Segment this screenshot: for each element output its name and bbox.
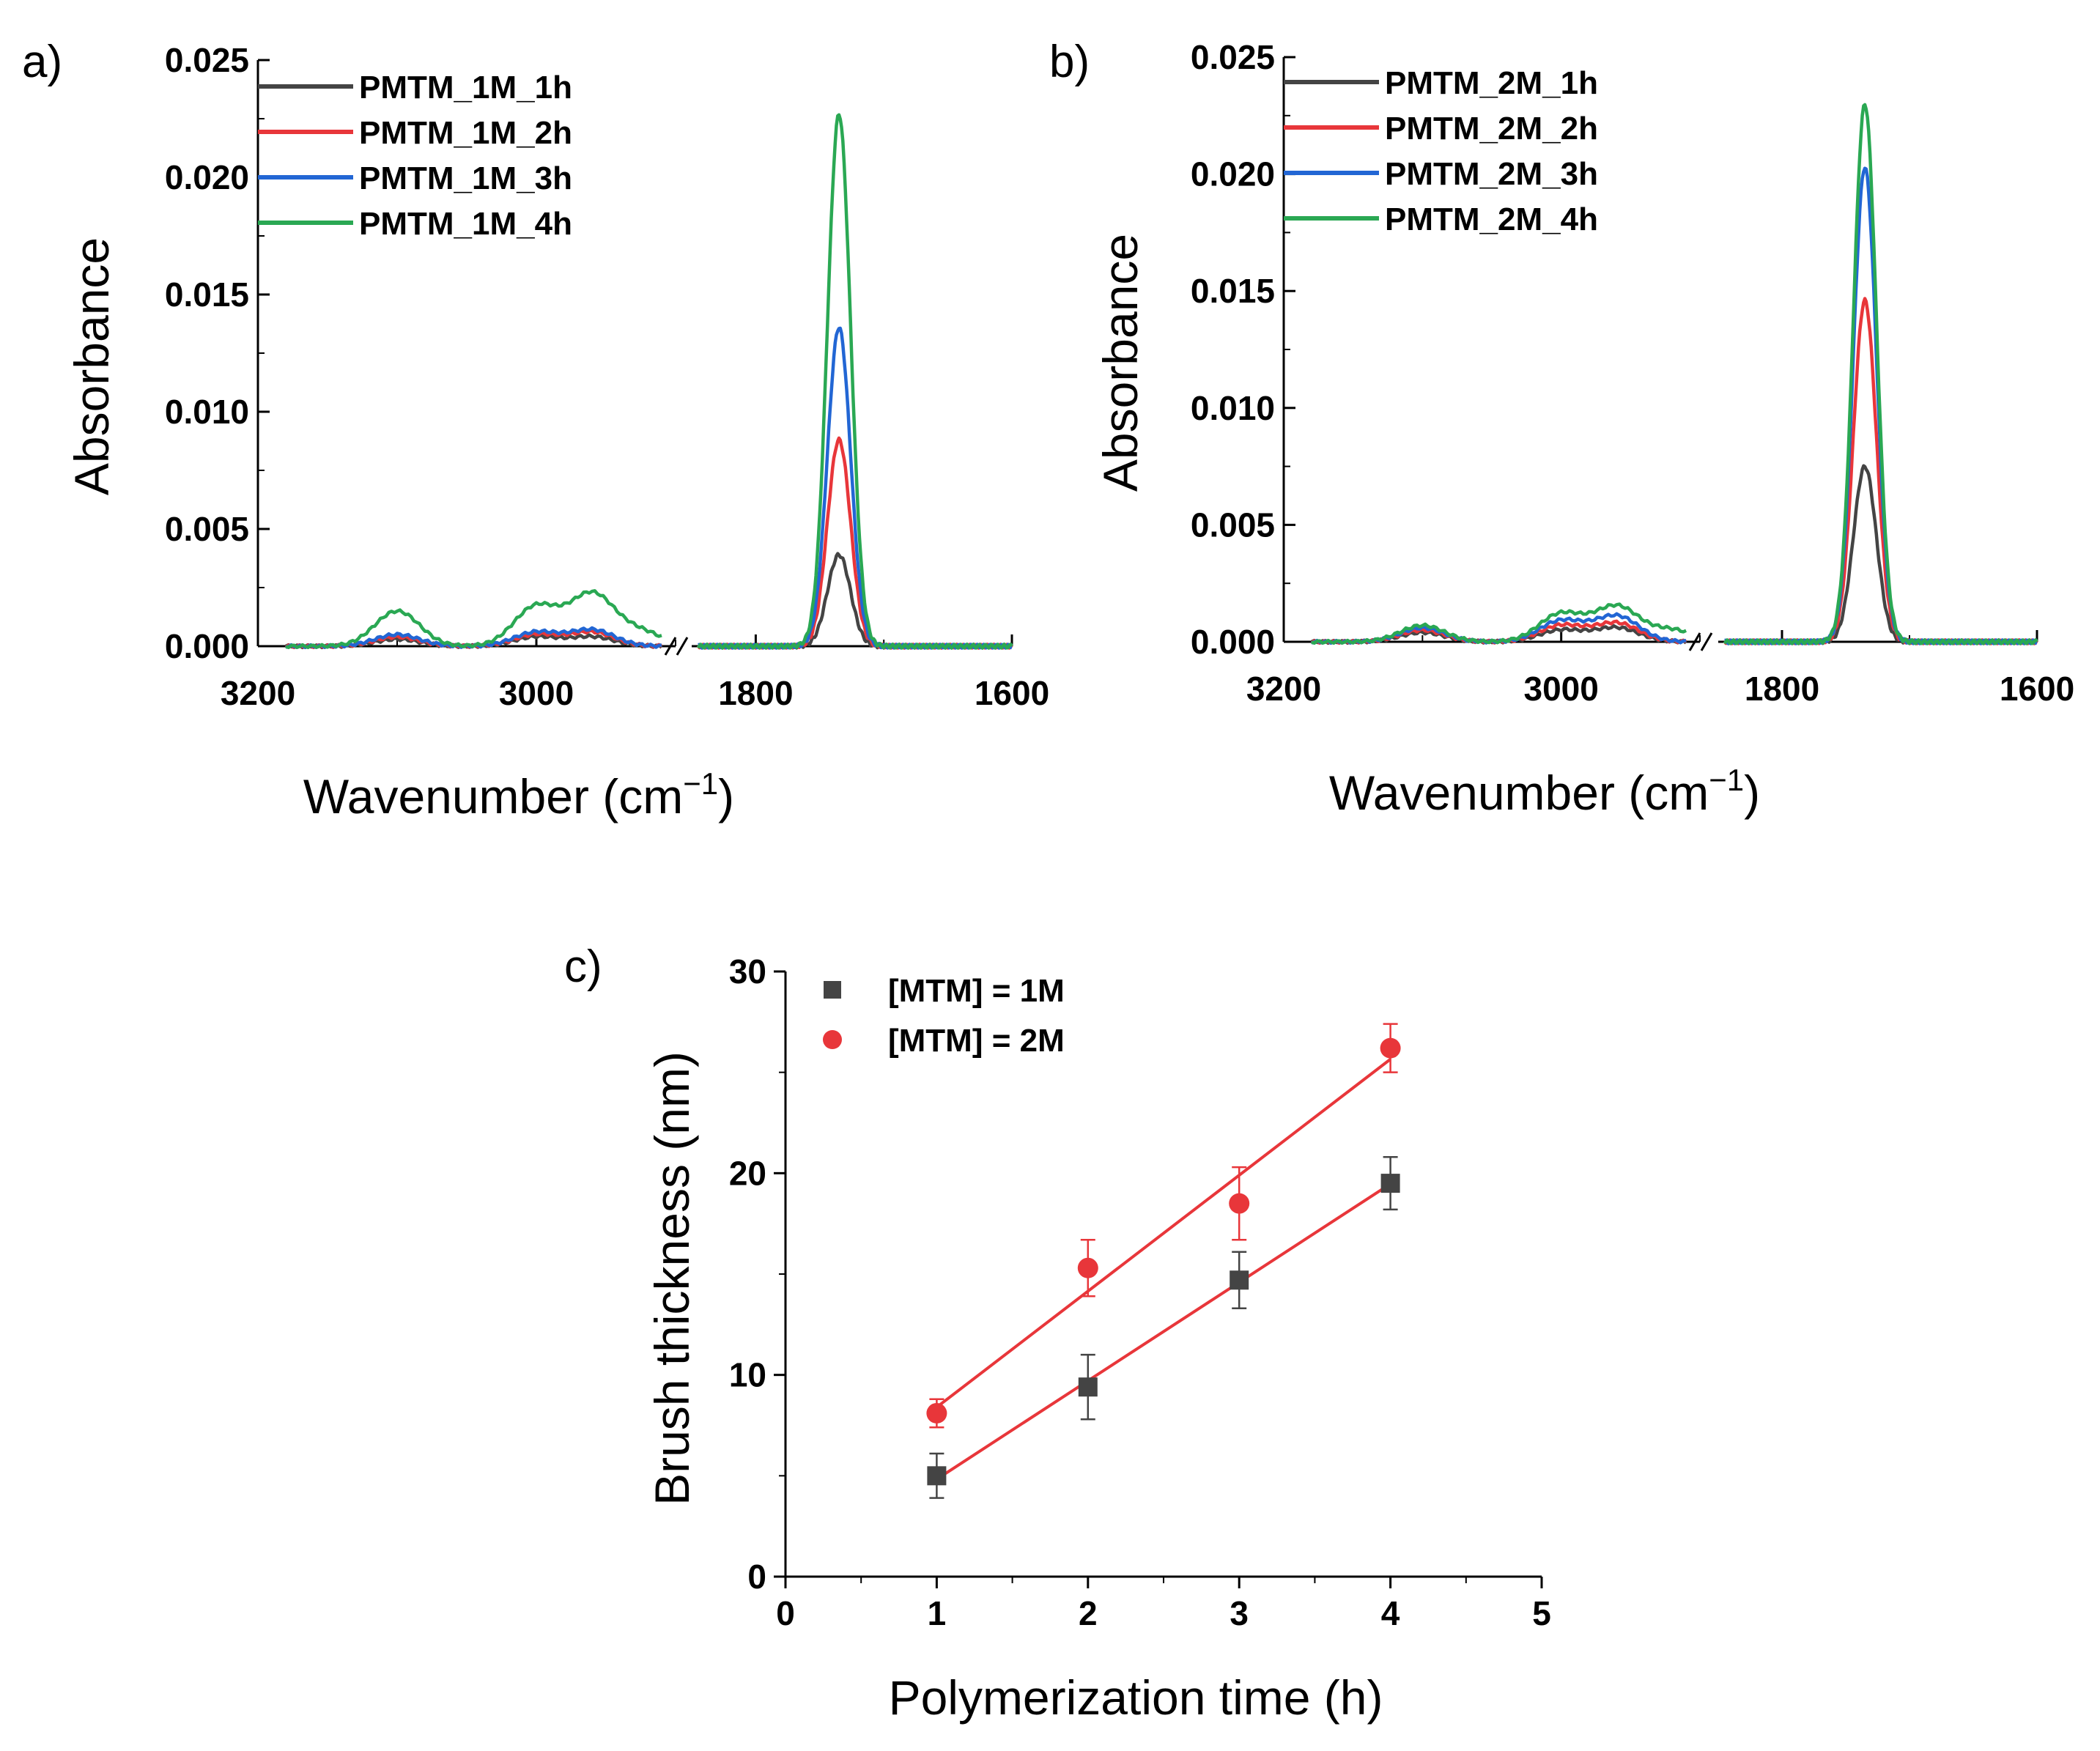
legend-entry: PMTM_2M_4h — [1385, 201, 1598, 237]
spectrum-line-pmtm-1m-3h — [698, 326, 1013, 650]
axis-break-mark — [676, 637, 689, 656]
y-tick-label: 0 — [747, 1558, 766, 1596]
y-tick-label: 20 — [729, 1154, 766, 1192]
spectrum-line-pmtm-1m-4h — [285, 589, 662, 650]
y-tick-label: 0.020 — [165, 158, 249, 196]
y-tick-label: 30 — [729, 952, 766, 991]
x-axis-title-a: Wavenumber (cm−1) — [303, 766, 734, 823]
fit-line — [936, 1058, 1391, 1409]
legend-entry: PMTM_1M_1h — [359, 70, 572, 105]
y-tick-label: 0.005 — [1191, 506, 1275, 544]
x-tick-label: 3000 — [1523, 670, 1598, 708]
panel-label-b: b) — [1049, 37, 1090, 87]
data-point-circle — [1380, 1037, 1401, 1059]
x-tick-label: 1600 — [2000, 670, 2074, 708]
x-axis-title-b: Wavenumber (cm−1) — [1329, 763, 1760, 820]
legend-entry: PMTM_2M_3h — [1385, 156, 1598, 192]
data-point-circle — [1077, 1257, 1098, 1278]
y-tick-label: 0.015 — [165, 275, 249, 314]
legend-entry: PMTM_1M_3h — [359, 160, 572, 196]
y-axis-title-a: Absorbance — [64, 237, 119, 495]
panel-label-c: c) — [564, 941, 602, 992]
x-tick-label: 3 — [1230, 1594, 1249, 1632]
x-tick-label: 1 — [928, 1594, 947, 1632]
y-tick-label: 0.005 — [165, 510, 249, 548]
x-tick-label: 0 — [776, 1594, 795, 1632]
axis-break-mark — [664, 637, 677, 656]
y-tick-label: 0.025 — [165, 41, 249, 79]
x-axis-title-a-sup: −1 — [683, 766, 718, 801]
axis-break-mark — [1700, 632, 1713, 651]
legend-entry: [MTM] = 2M — [888, 1023, 1065, 1059]
x-tick-label: 1800 — [1745, 670, 1819, 708]
x-tick-label: 5 — [1532, 1594, 1551, 1632]
y-tick-label: 0.025 — [1191, 38, 1275, 76]
y-tick-label: 0.010 — [1191, 389, 1275, 427]
data-point-circle — [1229, 1193, 1250, 1214]
data-point-square — [1230, 1270, 1249, 1290]
x-tick-label: 1800 — [718, 674, 793, 712]
x-axis-title-a-end: ) — [718, 769, 734, 823]
legend-entry: PMTM_2M_2h — [1385, 111, 1598, 147]
y-tick-label: 0.020 — [1191, 155, 1275, 193]
x-axis-title-b-main: Wavenumber (cm — [1329, 766, 1709, 820]
x-axis-title-a-main: Wavenumber (cm — [303, 769, 683, 823]
legend-entry: [MTM] = 1M — [888, 973, 1065, 1009]
spectrum-line-pmtm-2m-4h — [1723, 103, 2038, 645]
x-axis-title-b-end: ) — [1744, 766, 1760, 820]
axis-break-mark — [1688, 632, 1701, 651]
y-axis-title-b: Absorbance — [1093, 234, 1147, 492]
x-tick-label: 3200 — [221, 674, 295, 712]
y-tick-label: 0.010 — [165, 393, 249, 431]
x-tick-label: 1600 — [975, 674, 1049, 712]
y-axis-title-c: Brush thickness (nm) — [645, 1051, 699, 1506]
spectrum-line-pmtm-2m-4h — [1311, 602, 1687, 645]
data-point-square — [927, 1466, 947, 1486]
legend-entry: PMTM_2M_1h — [1385, 65, 1598, 101]
y-tick-label: 0.000 — [165, 627, 249, 665]
legend-marker-circle — [823, 1030, 842, 1049]
data-point-circle — [926, 1402, 947, 1424]
data-point-square — [1078, 1377, 1098, 1397]
legend-entry: PMTM_1M_4h — [359, 206, 572, 242]
spectrum-line-pmtm-1m-4h — [696, 113, 1013, 650]
legend-entry: PMTM_1M_2h — [359, 115, 572, 151]
fit-line — [936, 1182, 1391, 1481]
legend-marker-square — [824, 981, 841, 999]
x-axis-title-b-sup: −1 — [1709, 763, 1744, 797]
y-tick-label: 10 — [729, 1356, 766, 1394]
x-tick-label: 3200 — [1246, 670, 1321, 708]
x-tick-label: 3000 — [499, 674, 574, 712]
panel-label-a: a) — [22, 37, 62, 87]
data-point-square — [1380, 1174, 1400, 1193]
x-tick-label: 4 — [1381, 1594, 1400, 1632]
x-tick-label: 2 — [1079, 1594, 1098, 1632]
y-tick-label: 0.000 — [1191, 623, 1275, 661]
panel-c-chart: c) Brush thickness (nm) Polymerization t… — [564, 941, 1551, 1725]
y-tick-label: 0.015 — [1191, 272, 1275, 310]
panel-b-chart: b) Absorbance Wavenumber (cm−1) 0.000 0.0… — [1049, 37, 2074, 820]
panel-a-chart: a) Absorbance Wavenumber (cm−1) 0.000 0.0… — [22, 37, 1049, 823]
x-axis-title-c: Polymerization time (h) — [889, 1670, 1383, 1725]
